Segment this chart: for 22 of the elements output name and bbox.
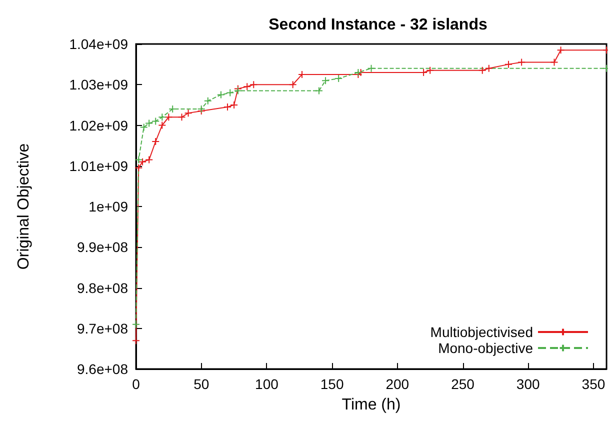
y-tick-label: 9.8e+08 bbox=[77, 280, 128, 296]
y-tick-label: 9.6e+08 bbox=[77, 361, 128, 377]
y-tick-label: 9.9e+08 bbox=[77, 239, 128, 256]
x-tick-label: 50 bbox=[194, 376, 210, 392]
x-tick-label: 250 bbox=[451, 376, 475, 392]
x-tick-label: 350 bbox=[582, 376, 606, 392]
y-tick-label: 1.04e+09 bbox=[69, 36, 128, 52]
y-axis-title: Original Objective bbox=[16, 143, 32, 270]
y-tick-label: 1.01e+09 bbox=[69, 158, 128, 174]
chart-title: Second Instance - 32 islands bbox=[268, 16, 488, 34]
y-tick-label: 1.03e+09 bbox=[69, 76, 128, 93]
x-axis-title: Time (h) bbox=[342, 396, 401, 414]
x-tick-label: 150 bbox=[320, 376, 344, 392]
legend-label: Multiobjectivised bbox=[430, 324, 533, 340]
x-tick-label: 300 bbox=[516, 376, 540, 392]
x-tick-label: 100 bbox=[255, 376, 279, 392]
x-tick-label: 0 bbox=[132, 376, 140, 392]
y-tick-label: 1.02e+09 bbox=[69, 117, 128, 134]
legend-label: Mono-objective bbox=[438, 340, 534, 356]
y-tick-label: 9.7e+08 bbox=[77, 320, 128, 336]
x-tick-label: 200 bbox=[386, 376, 410, 392]
y-tick-label: 1e+09 bbox=[88, 198, 128, 214]
